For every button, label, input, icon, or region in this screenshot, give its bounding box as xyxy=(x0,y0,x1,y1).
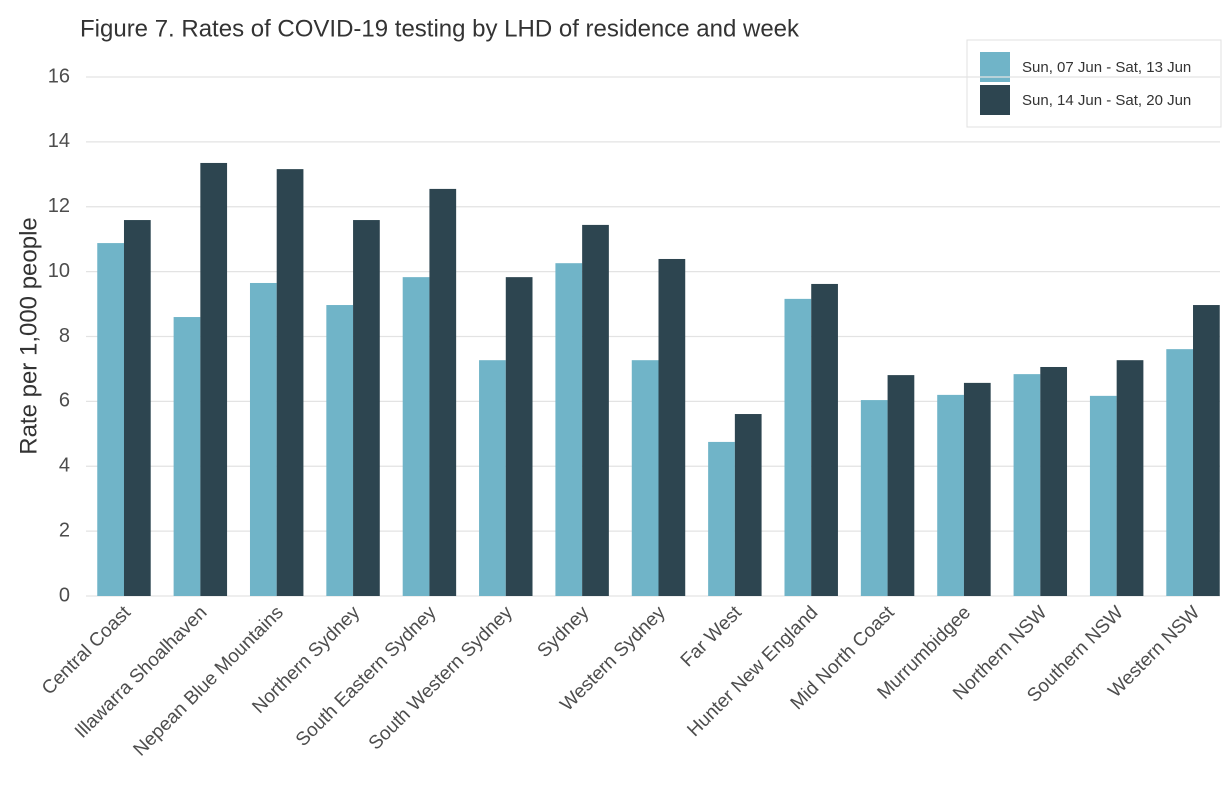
bar xyxy=(353,220,380,596)
bar xyxy=(631,360,659,596)
y-tick-label: 12 xyxy=(48,195,70,217)
bar xyxy=(1089,395,1117,596)
y-tick-label: 0 xyxy=(59,584,70,606)
y-tick-label: 6 xyxy=(59,390,70,412)
x-tick-label: Sydney xyxy=(534,602,594,662)
bar xyxy=(1166,349,1194,596)
bar xyxy=(734,414,762,596)
y-axis-label: Rate per 1,000 people xyxy=(15,217,42,455)
bar xyxy=(1040,366,1068,596)
bar xyxy=(173,317,201,596)
bar xyxy=(1013,374,1041,596)
bar xyxy=(326,305,354,596)
y-tick-label: 16 xyxy=(48,65,70,87)
bar xyxy=(1116,360,1144,596)
bar xyxy=(582,224,609,597)
legend: Sun, 07 Jun - Sat, 13 Jun Sun, 14 Jun - S… xyxy=(966,39,1222,128)
bar xyxy=(505,277,533,596)
bar xyxy=(200,162,228,596)
x-tick-label: South Eastern Sydney xyxy=(292,602,441,751)
bar xyxy=(963,382,991,596)
bar xyxy=(860,400,888,596)
bar xyxy=(97,243,124,596)
bar xyxy=(1193,305,1220,596)
bar xyxy=(784,298,812,596)
y-tick-label: 10 xyxy=(48,260,70,282)
x-tick-label: Illawarra Shoalhaven xyxy=(71,602,211,742)
bar xyxy=(708,441,735,596)
y-tick-label: 4 xyxy=(59,455,70,477)
bar xyxy=(123,220,151,596)
legend-label: Sun, 07 Jun - Sat, 13 Jun xyxy=(1022,59,1191,76)
y-tick-label: 2 xyxy=(59,519,70,541)
legend-swatch xyxy=(980,85,1010,115)
chart-title: Figure 7. Rates of COVID-19 testing by L… xyxy=(80,15,800,42)
bar xyxy=(555,263,583,596)
bar xyxy=(479,360,506,596)
bar xyxy=(658,258,686,596)
legend-label: Sun, 14 Jun - Sat, 20 Jun xyxy=(1022,92,1191,109)
bar xyxy=(811,283,838,596)
bar xyxy=(887,375,915,596)
bar xyxy=(402,277,430,596)
y-tick-label: 14 xyxy=(48,130,70,152)
bar xyxy=(429,188,457,597)
bar xyxy=(937,394,964,596)
x-tick-label: Nepean Blue Mountains xyxy=(130,602,288,760)
bar xyxy=(276,169,304,596)
x-tick-label: South Western Sydney xyxy=(365,602,517,754)
y-tick-label: 8 xyxy=(59,325,70,347)
bar xyxy=(249,282,277,596)
x-tick-label: Hunter New England xyxy=(683,602,822,741)
x-tick-label: Far West xyxy=(677,602,747,672)
